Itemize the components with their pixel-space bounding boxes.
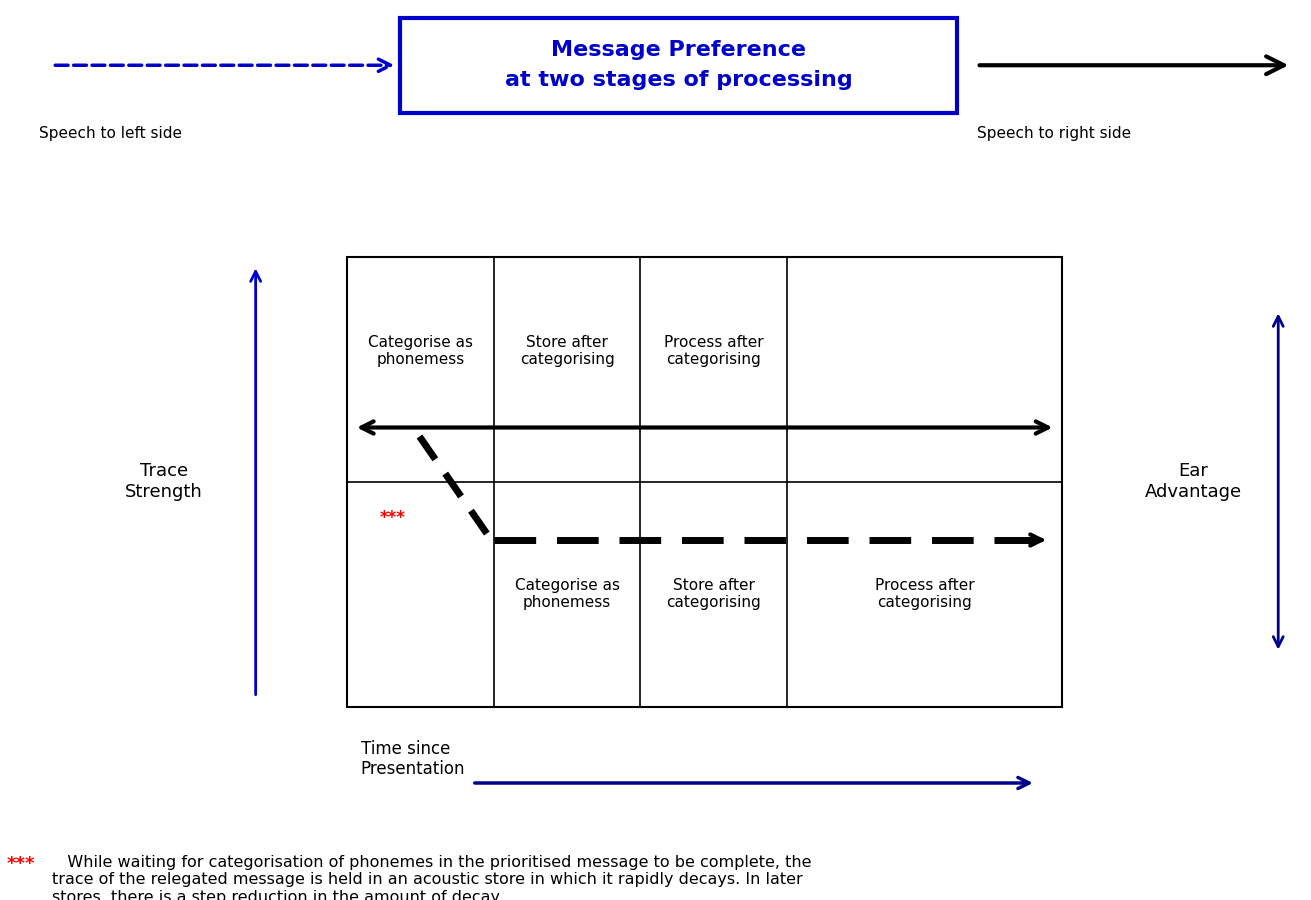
Text: Store after
categorising: Store after categorising [666, 578, 760, 610]
Text: While waiting for categorisation of phonemes in the prioritised message to be co: While waiting for categorisation of phon… [52, 855, 812, 900]
Text: Process after
categorising: Process after categorising [874, 578, 974, 610]
Text: Process after
categorising: Process after categorising [663, 335, 763, 367]
Bar [347, 256, 1062, 706]
Text: Time since
Presentation: Time since Presentation [361, 740, 465, 778]
Text: Ear
Advantage: Ear Advantage [1145, 462, 1242, 501]
Text: Categorise as
phonemess: Categorise as phonemess [368, 335, 473, 367]
Text: Speech to right side: Speech to right side [977, 126, 1131, 141]
Text: ***: *** [7, 855, 35, 873]
Text: Message Preference
at two stages of processing: Message Preference at two stages of proc… [505, 40, 852, 90]
Text: ***: *** [380, 508, 406, 526]
Bar [400, 18, 957, 112]
Text: Speech to left side: Speech to left side [39, 126, 182, 141]
Text: Store after
categorising: Store after categorising [519, 335, 615, 367]
Text: Trace
Strength: Trace Strength [125, 462, 203, 501]
Text: Categorise as
phonemess: Categorise as phonemess [515, 578, 620, 610]
